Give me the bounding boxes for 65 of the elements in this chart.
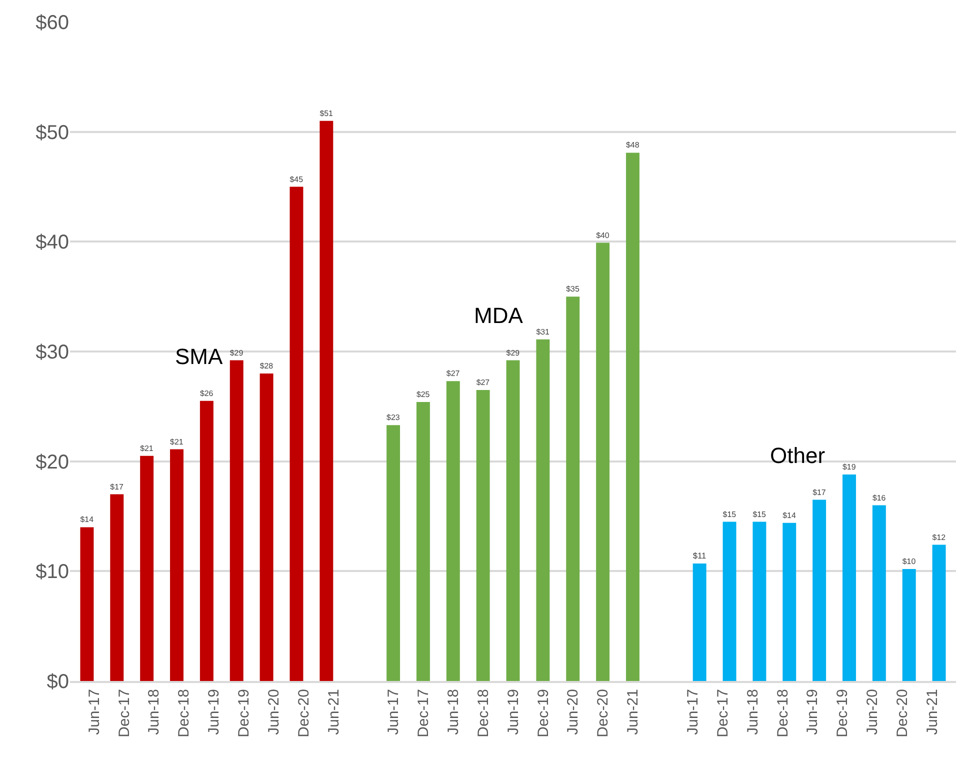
x-tick-label: Dec-20: [594, 689, 612, 738]
bar: [290, 186, 304, 681]
bar: [902, 568, 916, 681]
x-tick-label: Dec-17: [415, 689, 432, 738]
x-tick-label: Jun-19: [804, 689, 822, 735]
x-tick-label: Jun-19: [504, 689, 522, 735]
bar: [872, 505, 886, 681]
x-tick-label: Jun-21: [924, 689, 941, 735]
bar: [626, 152, 640, 681]
series-label: SMA: [175, 344, 223, 369]
bar: [386, 425, 400, 681]
x-tick-label: Jun-21: [325, 689, 342, 735]
bar: [932, 544, 946, 681]
x-tick-label: Jun-20: [265, 689, 282, 735]
bar: [782, 522, 796, 681]
y-tick-label: $30: [36, 342, 69, 364]
x-tick-label: Dec-19: [235, 689, 252, 738]
bar: [110, 494, 124, 681]
bar: [140, 456, 154, 681]
x-tick-label: Jun-20: [564, 689, 582, 735]
x-tick-label: Jun-21: [624, 689, 642, 735]
bar: [752, 522, 766, 681]
series-label: Other: [770, 443, 826, 468]
x-tick-label: Dec-17: [714, 689, 732, 738]
x-tick-label: Jun-20: [864, 689, 882, 735]
x-tick-label: Dec-18: [774, 689, 792, 738]
bar: [476, 390, 490, 681]
x-tick-label: Dec-20: [295, 689, 312, 738]
bar: [446, 381, 460, 681]
x-tick-label: Dec-20: [894, 689, 911, 738]
x-tick-label: Dec-19: [834, 689, 852, 738]
bar: [320, 120, 334, 681]
x-tick-label: Dec-18: [176, 689, 193, 738]
y-tick-label: $40: [36, 232, 69, 254]
data-label: $11: [692, 550, 706, 560]
bar: [842, 474, 856, 681]
series-label: MDA: [474, 303, 524, 328]
y-tick-label: $20: [36, 451, 69, 474]
bar: [566, 296, 580, 681]
bar: [80, 527, 94, 681]
bar: [812, 500, 826, 681]
bar: [260, 373, 274, 681]
x-tick-label: Dec-18: [474, 689, 492, 738]
bar: [230, 360, 244, 681]
x-tick-label: Jun-18: [146, 689, 163, 735]
y-tick-label: $10: [36, 561, 69, 584]
bar: [506, 360, 520, 681]
bar: [722, 522, 736, 681]
bar: [596, 242, 610, 681]
bar: [200, 400, 214, 681]
y-tick-label: $0: [46, 671, 69, 693]
x-tick-label: Jun-17: [86, 689, 103, 735]
bar: [416, 402, 430, 681]
bar: [536, 339, 550, 681]
x-tick-label: Jun-17: [684, 689, 702, 735]
bar: [692, 563, 706, 681]
x-tick-label: Dec-17: [116, 689, 133, 738]
x-tick-label: Jun-18: [445, 689, 462, 735]
x-tick-label: Jun-18: [744, 689, 762, 735]
x-tick-label: Dec-19: [534, 689, 552, 738]
y-tick-label: $60: [36, 12, 69, 34]
x-tick-label: Jun-17: [385, 689, 402, 735]
bar: [170, 449, 184, 681]
y-tick-label: $50: [36, 122, 69, 144]
x-tick-label: Jun-19: [206, 689, 223, 735]
